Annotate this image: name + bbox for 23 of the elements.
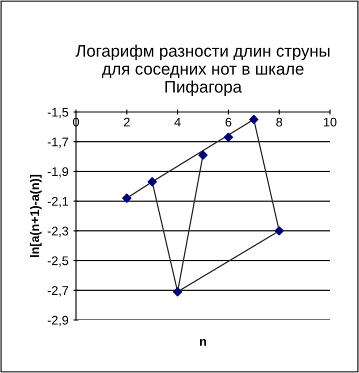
x-tick-label: 6 — [226, 118, 232, 127]
y-tick-label: -1,5 — [48, 108, 68, 118]
y-axis-title: ln[a(n+1)-a(n)] — [30, 174, 42, 257]
y-tick-label: -2,1 — [48, 196, 68, 208]
x-tick-label: 4 — [174, 118, 181, 126]
point — [274, 226, 284, 236]
y-tick-label: -2,9 — [48, 316, 68, 326]
x-tick-label: 10 — [324, 118, 336, 127]
y-tick-label: -2,7 — [48, 286, 68, 296]
y-tick-label: -2,3 — [48, 226, 68, 237]
y-tick-label: -2,5 — [48, 256, 68, 267]
point — [148, 177, 157, 186]
chart-title: Логарифм разности длин струны для соседних нот в шкале Пифагора — [76, 44, 330, 96]
point — [172, 287, 182, 296]
y-tick-label: -1,9 — [48, 167, 68, 178]
point — [224, 132, 234, 142]
y-tick-label: -1,7 — [48, 138, 68, 148]
x-axis-title: n — [200, 338, 206, 346]
point — [249, 114, 258, 124]
x-tick-label: 2 — [124, 118, 130, 126]
point — [198, 150, 208, 160]
x-tick-label: 8 — [276, 118, 282, 127]
point — [122, 194, 132, 203]
